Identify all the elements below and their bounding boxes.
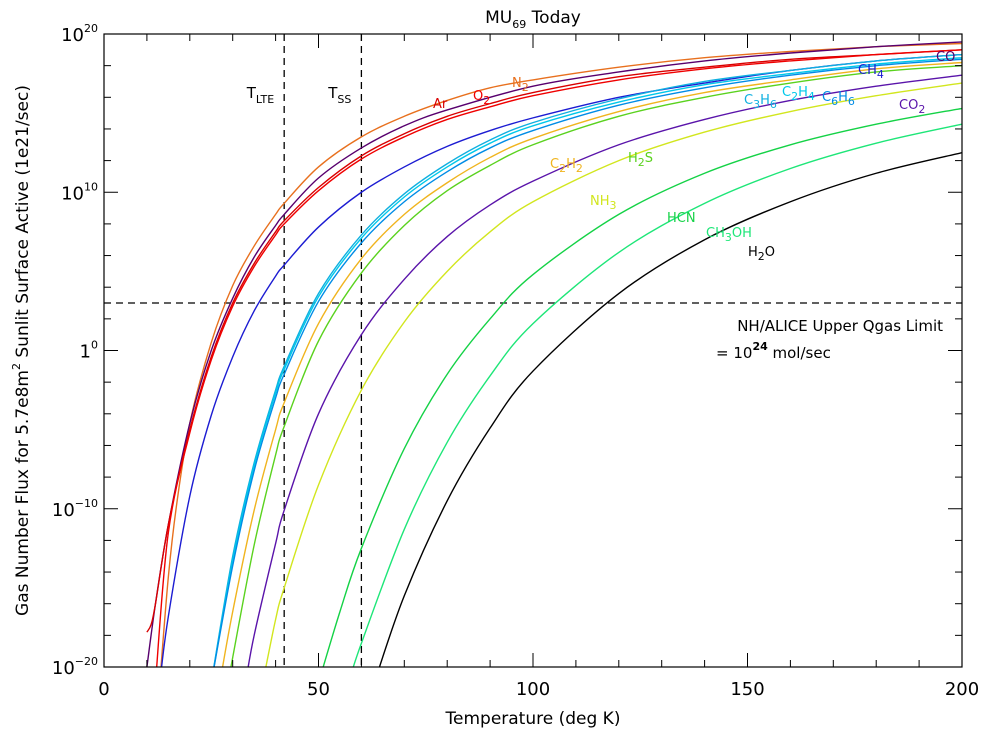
y-axis-label: Gas Number Flux for 5.7e8m2 Sunlit Surfa…	[10, 85, 33, 616]
series-ch4-line	[160, 53, 962, 667]
series-c3h6-line	[213, 53, 962, 667]
x-tick-label: 0	[98, 679, 109, 700]
series-c2h4-line	[213, 57, 962, 667]
qgas-annotation-line1: NH/ALICE Upper Qgas Limit	[737, 317, 943, 335]
qgas-annotation-line2: = 1024 mol/sec	[716, 340, 831, 362]
x-tick-label: 100	[516, 679, 550, 700]
series-c6h6-line	[213, 58, 962, 667]
series-hcn-line	[322, 107, 962, 667]
reference-lines-layer: TLTE TSS NH/ALICE Upper Qgas Limit = 1024 m…	[104, 34, 962, 667]
gas-label-c6h6: C6H6	[822, 90, 855, 108]
x-tick-label: 200	[945, 679, 979, 700]
gas-label-c3h6: C3H6	[744, 93, 777, 111]
gas-label-co2: CO2	[899, 98, 925, 116]
series-h2o-line	[378, 152, 962, 667]
gas-label-n2: N2	[512, 76, 529, 94]
x-tick-label: 150	[730, 679, 764, 700]
gas-label-hcn: HCN	[667, 211, 696, 226]
gas-label-nh3: NH3	[590, 194, 617, 212]
chart-title: MU69 Today	[485, 8, 581, 31]
gas-label-co: CO	[936, 50, 955, 65]
series-o2-line	[155, 49, 962, 667]
x-tick-label: 50	[307, 679, 330, 700]
y-tick-label: 10−10	[52, 497, 98, 521]
series-h2s-line	[230, 64, 962, 667]
x-axis-label: Temperature (deg K)	[445, 709, 621, 729]
series-ch3oh-line	[352, 123, 962, 667]
y-tick-label: 10	[80, 339, 98, 363]
y-tick-label: 1020	[61, 22, 98, 46]
series-co-line	[146, 41, 962, 667]
tss-label: TSS	[327, 84, 351, 106]
gas-label-h2s: H2S	[628, 151, 653, 169]
gas-label-h2o: H2O	[748, 245, 775, 263]
gas-label-c2h2: C2H2	[550, 157, 583, 175]
y-tick-label: 10−20	[52, 655, 98, 679]
series-co2-line	[247, 74, 962, 667]
gas-label-ar: Ar	[433, 97, 448, 112]
series-c2h2-line	[221, 61, 962, 667]
gas-label-ch4: CH4	[858, 63, 884, 81]
gas-label-o2: O2	[473, 89, 490, 107]
tlte-label: TLTE	[246, 84, 275, 106]
plot-frame	[103, 33, 963, 668]
y-tick-label: 1010	[61, 180, 98, 204]
series-layer	[146, 41, 962, 667]
series-n2-line	[160, 42, 962, 667]
gas-label-c2h4: C2H4	[782, 85, 815, 103]
gas-label-ch3oh: CH3OH	[706, 226, 752, 244]
series-nh3-line	[265, 82, 962, 667]
gas-labels-layer: N2 CO Ar O2 CH4 C3H6 C2H4 C6H6 C2H2 H2S CO2 NH3 HCN C…	[433, 50, 955, 263]
